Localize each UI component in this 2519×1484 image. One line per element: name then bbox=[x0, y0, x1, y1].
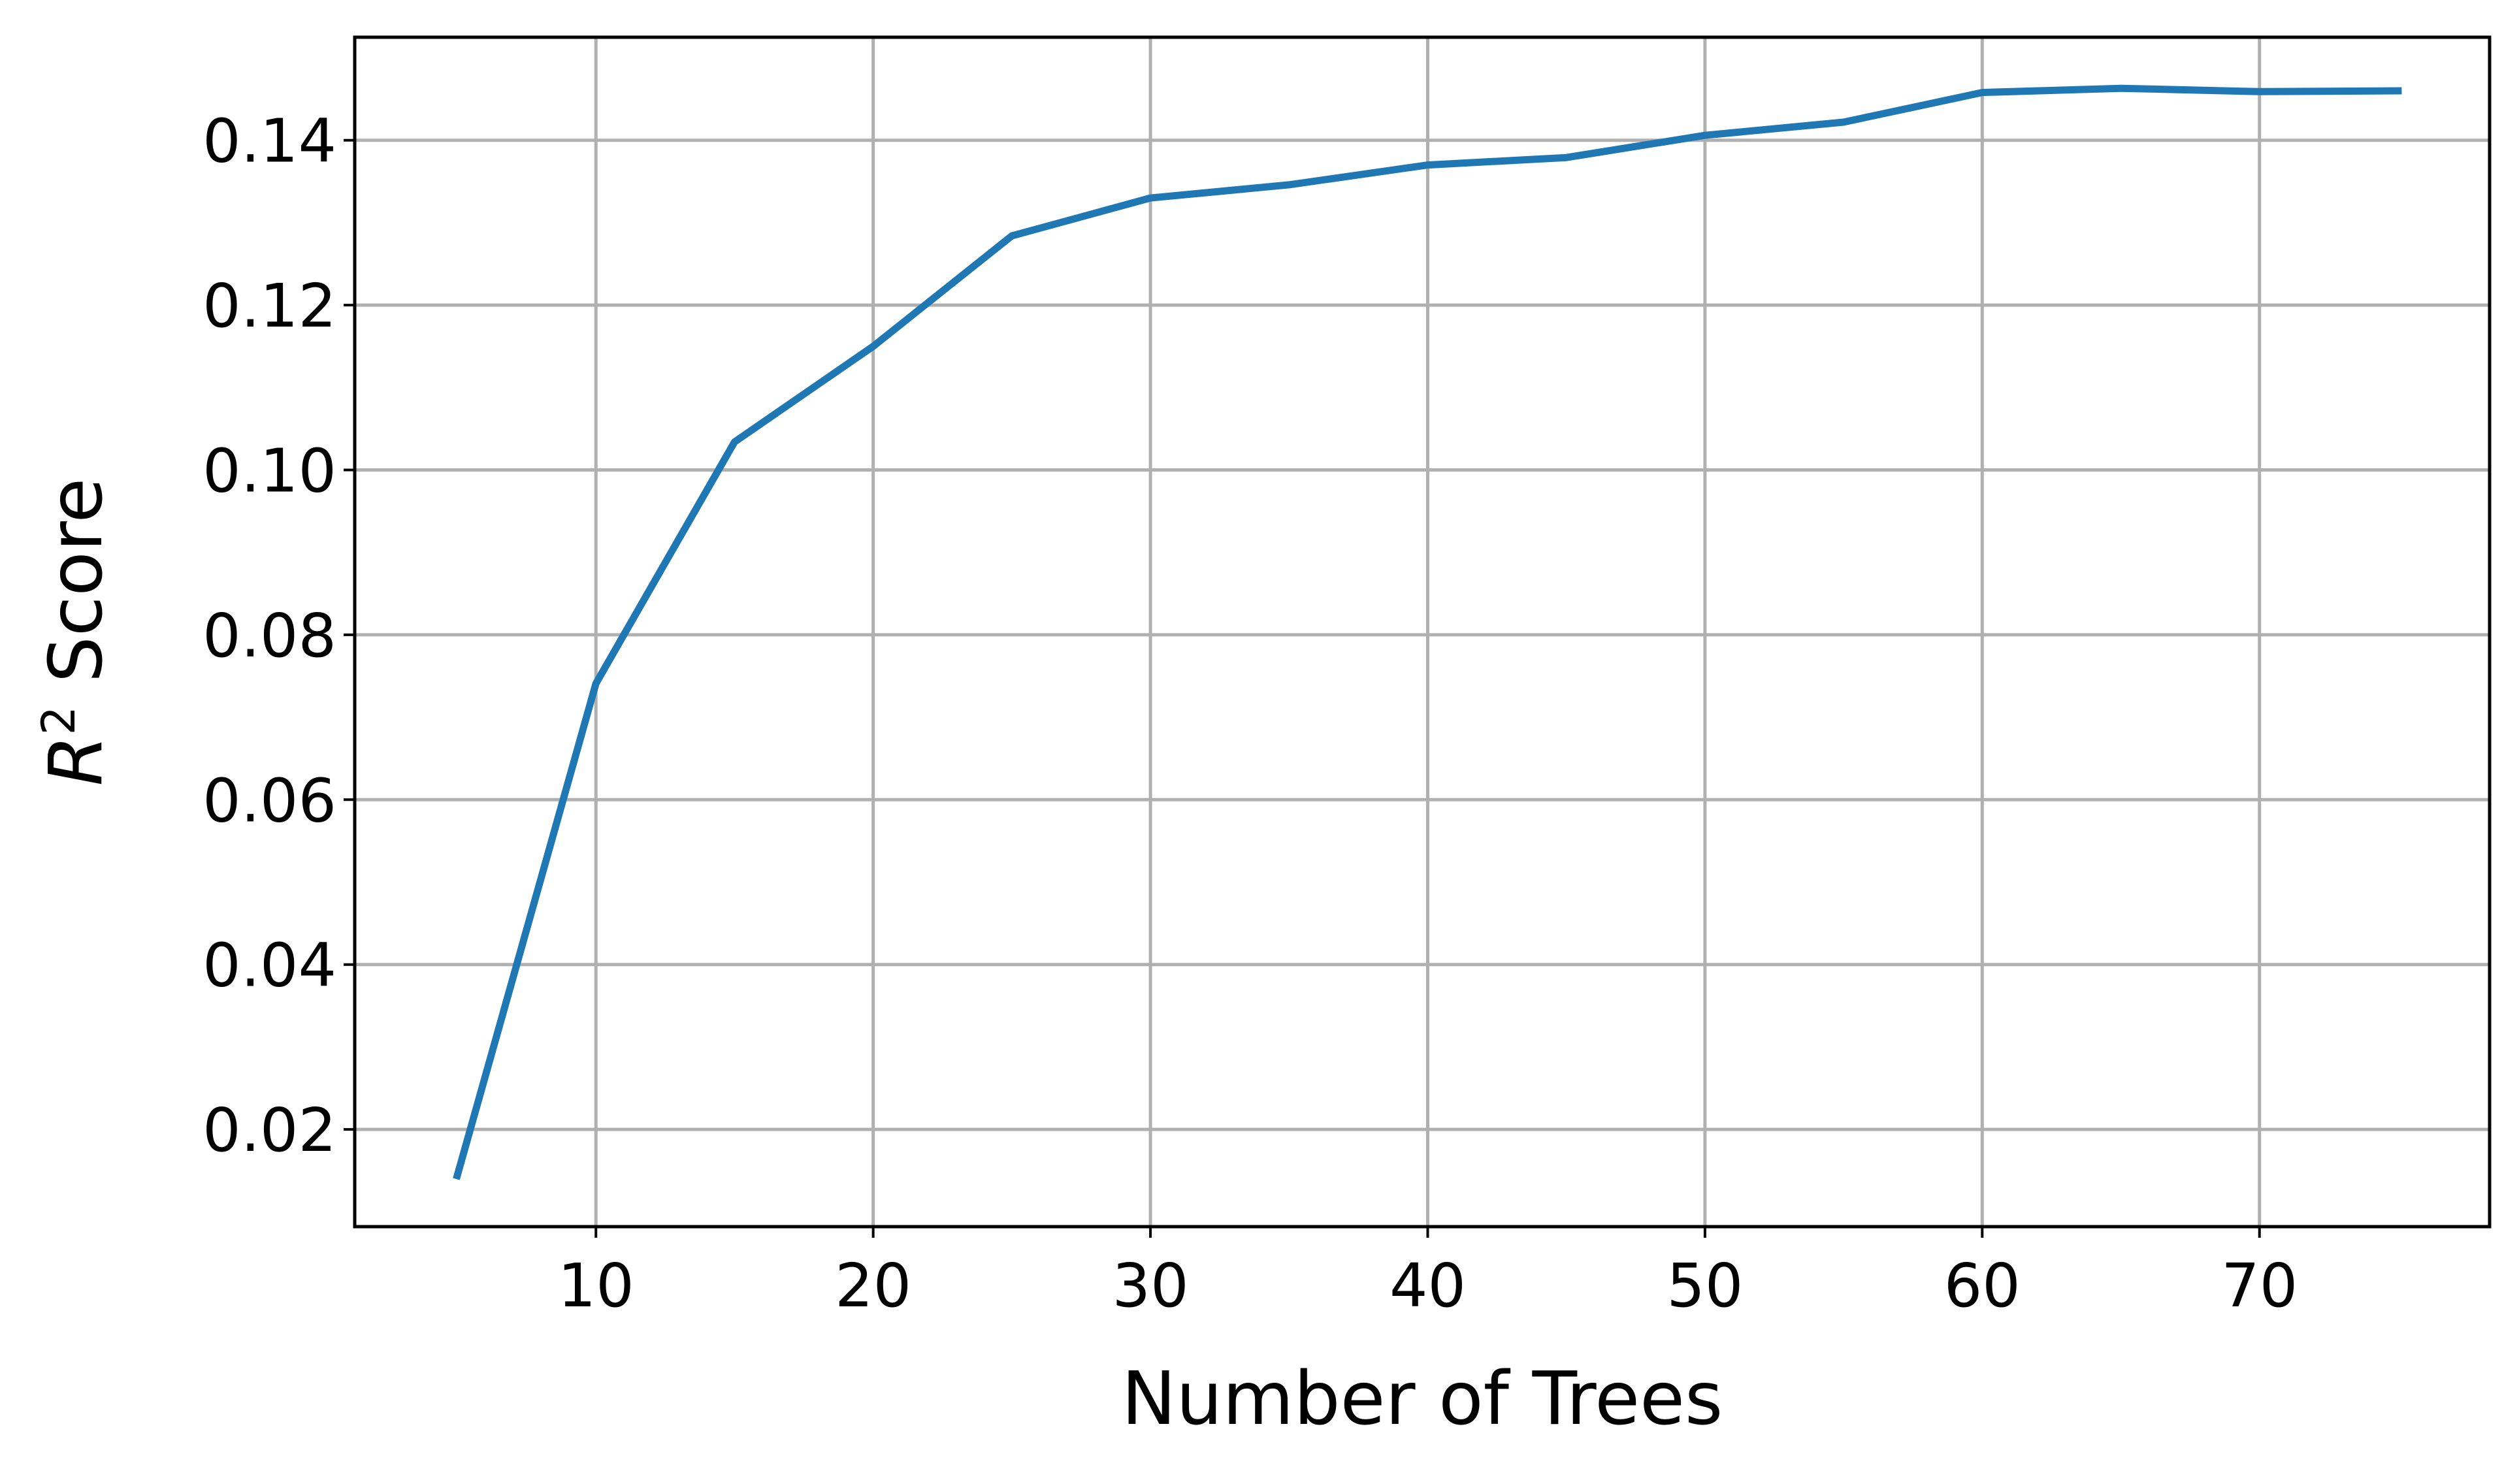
data-point bbox=[1704, 135, 1706, 136]
y-tick-label: 0.02 bbox=[203, 1095, 336, 1165]
x-tick-label: 40 bbox=[1390, 1251, 1466, 1321]
x-tick-label: 20 bbox=[835, 1251, 911, 1321]
y-tick-label: 0.08 bbox=[203, 601, 336, 671]
data-point bbox=[1150, 197, 1151, 199]
y-tick-label: 0.10 bbox=[203, 436, 336, 506]
data-point bbox=[1288, 184, 1290, 186]
data-point bbox=[1981, 92, 1983, 93]
x-tick-label: 10 bbox=[558, 1251, 634, 1321]
series-layer bbox=[453, 84, 2402, 1180]
x-tick-label: 30 bbox=[1113, 1251, 1189, 1321]
y-tick-label: 0.14 bbox=[203, 106, 336, 176]
plot-frame bbox=[353, 35, 2492, 1229]
data-point bbox=[457, 1175, 458, 1176]
y-axis-label-superscript: 2 bbox=[32, 706, 86, 735]
data-point bbox=[1566, 157, 1567, 158]
x-axis-label: Number of Trees bbox=[1122, 1357, 1723, 1442]
ticks-layer: 10 20 30 40 50 60 70 0.02 0.04 0.06 0.08 0.10 0.12 0.… bbox=[203, 106, 2298, 1321]
x-tick-label: 60 bbox=[1944, 1251, 2021, 1321]
x-tick-label: 70 bbox=[2221, 1251, 2298, 1321]
y-axis-label-base: R bbox=[34, 735, 119, 786]
y-axis-label-rest: Score bbox=[34, 478, 119, 706]
y-tick-label: 0.04 bbox=[203, 931, 336, 1001]
x-tick-label: 50 bbox=[1666, 1251, 1743, 1321]
grid-layer bbox=[355, 37, 2490, 1227]
y-tick-label: 0.12 bbox=[203, 271, 336, 341]
y-tick-label: 0.06 bbox=[203, 766, 336, 835]
data-point bbox=[2259, 91, 2260, 92]
y-axis-label: R2 Score bbox=[32, 478, 119, 786]
